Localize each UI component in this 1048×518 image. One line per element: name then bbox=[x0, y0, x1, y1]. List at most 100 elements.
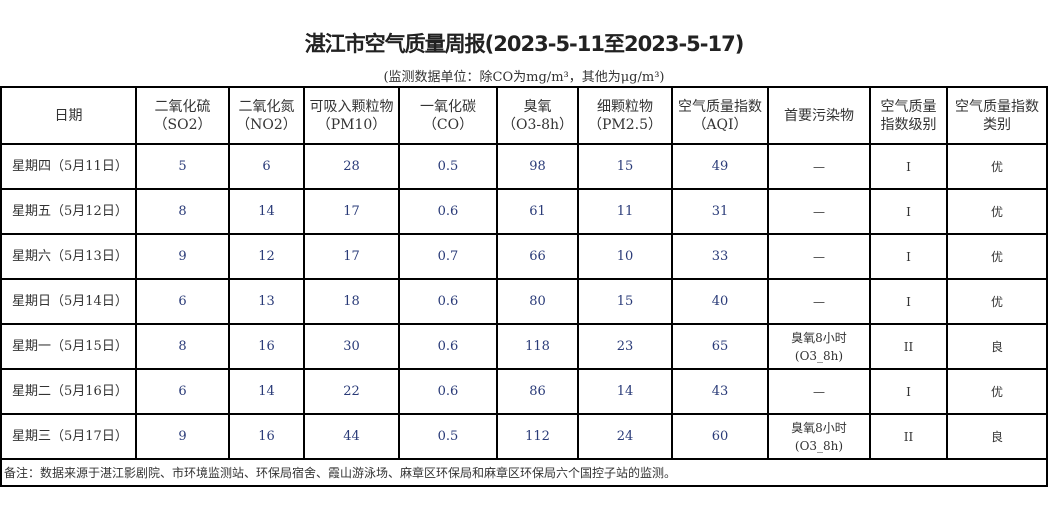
table-cell: 80 bbox=[496, 278, 579, 325]
column-header: 一氧化碳 （CO） bbox=[398, 86, 498, 145]
table-cell: 65 bbox=[671, 323, 769, 370]
table-cell: I bbox=[869, 233, 948, 280]
header-line: 一氧化碳 bbox=[420, 98, 476, 115]
column-header: 可吸入颗粒物 （PM10） bbox=[303, 86, 400, 145]
table-cell: 23 bbox=[577, 323, 673, 370]
table-cell: 0.7 bbox=[398, 233, 498, 280]
header-line: （CO） bbox=[422, 116, 474, 133]
pollutant-name: 臭氧8小时 bbox=[791, 330, 847, 345]
primary-pollutant-cell: — bbox=[767, 278, 871, 325]
column-header: 日期 bbox=[0, 86, 137, 145]
table-cell: 112 bbox=[496, 413, 579, 460]
table-cell: 0.5 bbox=[398, 413, 498, 460]
table-cell: II bbox=[869, 413, 948, 460]
table-cell: 40 bbox=[671, 278, 769, 325]
table-cell: 星期六（5月13日） bbox=[0, 233, 137, 280]
table-cell: 5 bbox=[135, 143, 230, 190]
table-cell: 8 bbox=[135, 323, 230, 370]
table-cell: I bbox=[869, 188, 948, 235]
table-cell: 星期五（5月12日） bbox=[0, 188, 137, 235]
header-line: （NO2） bbox=[236, 116, 297, 133]
table-cell: 14 bbox=[577, 368, 673, 415]
table-cell: 8 bbox=[135, 188, 230, 235]
table-cell: 30 bbox=[303, 323, 400, 370]
table-cell: 24 bbox=[577, 413, 673, 460]
column-header: 臭氧 （O3-8h） bbox=[496, 86, 579, 145]
table-cell: 43 bbox=[671, 368, 769, 415]
table-cell: 优 bbox=[946, 233, 1048, 280]
unit-note: (监测数据单位：除CO为mg/m³，其他为μg/m³) bbox=[383, 70, 665, 85]
table-cell: 44 bbox=[303, 413, 400, 460]
table-cell: 优 bbox=[946, 278, 1048, 325]
table-cell: 49 bbox=[671, 143, 769, 190]
table-row: 星期五（5月12日） 8 14 17 0.6 61 11 31 — I 优 bbox=[0, 188, 1048, 235]
primary-pollutant-cell: — bbox=[767, 188, 871, 235]
table-cell: 66 bbox=[496, 233, 579, 280]
table-cell: I bbox=[869, 368, 948, 415]
table-cell: I bbox=[869, 143, 948, 190]
table-cell: 6 bbox=[135, 368, 230, 415]
table-cell: 0.6 bbox=[398, 323, 498, 370]
table-cell: 18 bbox=[303, 278, 400, 325]
header-line: 空气质量指数 bbox=[955, 98, 1039, 115]
table-cell: 22 bbox=[303, 368, 400, 415]
header-line: 臭氧 bbox=[523, 98, 552, 115]
table-row: 星期一（5月15日） 8 16 30 0.6 118 23 65 臭氧8小时 (O3_8h) II 良 bbox=[0, 323, 1048, 370]
table-cell: 9 bbox=[135, 413, 230, 460]
header-line: （PM2.5） bbox=[587, 116, 663, 133]
table-row: 星期六（5月13日） 9 12 17 0.7 66 10 33 — I 优 bbox=[0, 233, 1048, 280]
header-line: 类别 bbox=[983, 116, 1011, 133]
table-cell: 9 bbox=[135, 233, 230, 280]
primary-pollutant-cell: 臭氧8小时 (O3_8h) bbox=[767, 323, 871, 370]
table-cell: II bbox=[869, 323, 948, 370]
table-cell: 28 bbox=[303, 143, 400, 190]
table-cell: 6 bbox=[228, 143, 305, 190]
table-row: 星期日（5月14日） 6 13 18 0.6 80 15 40 — I 优 bbox=[0, 278, 1048, 325]
header-line: 二氧化硫 bbox=[154, 98, 211, 115]
table-cell: 星期二（5月16日） bbox=[0, 368, 137, 415]
header-line: （O3-8h） bbox=[501, 116, 574, 133]
column-header: 二氧化氮 （NO2） bbox=[228, 86, 305, 145]
table-cell: 60 bbox=[671, 413, 769, 460]
primary-pollutant-cell: — bbox=[767, 143, 871, 190]
pollutant-code: (O3_8h) bbox=[794, 438, 844, 453]
pollutant-name: — bbox=[813, 294, 825, 309]
header-line: 日期 bbox=[54, 107, 83, 124]
table-cell: 118 bbox=[496, 323, 579, 370]
pollutant-name: — bbox=[813, 159, 825, 174]
table-cell: 0.6 bbox=[398, 188, 498, 235]
column-header: 空气质量 指数级别 bbox=[869, 86, 948, 145]
table-cell: 17 bbox=[303, 233, 400, 280]
table-cell: 15 bbox=[577, 278, 673, 325]
table-cell: 6 bbox=[135, 278, 230, 325]
table-cell: 14 bbox=[228, 368, 305, 415]
header-line: 可吸入颗粒物 bbox=[309, 98, 394, 115]
table-cell: 良 bbox=[946, 413, 1048, 460]
table-cell: I bbox=[869, 278, 948, 325]
page-title: 湛江市空气质量周报(2023-5-11至2023-5-17) bbox=[304, 32, 745, 56]
table-cell: 0.6 bbox=[398, 368, 498, 415]
column-header: 空气质量指数 类别 bbox=[946, 86, 1048, 145]
pollutant-name: 臭氧8小时 bbox=[791, 420, 847, 435]
header-line: （PM10） bbox=[316, 116, 387, 133]
table-cell: 12 bbox=[228, 233, 305, 280]
column-header: 首要污染物 bbox=[767, 86, 871, 145]
table-cell: 优 bbox=[946, 143, 1048, 190]
table-row: 星期四（5月11日） 5 6 28 0.5 98 15 49 — I 优 bbox=[0, 143, 1048, 190]
air-quality-table: 日期 二氧化硫 （SO2） 二氧化氮 （NO2） 可吸入颗粒物 （PM10） 一氧化碳 （CO）… bbox=[0, 86, 1048, 487]
table-row: 星期二（5月16日） 6 14 22 0.6 86 14 43— I 优 bbox=[0, 368, 1048, 415]
table-cell: 13 bbox=[228, 278, 305, 325]
table-cell: 优 bbox=[946, 368, 1048, 415]
pollutant-code: (O3_8h) bbox=[794, 348, 844, 363]
pollutant-name: — bbox=[813, 249, 825, 264]
pollutant-name: — bbox=[813, 204, 825, 219]
table-cell: 星期三（5月17日） bbox=[0, 413, 137, 460]
header-line: 首要污染物 bbox=[784, 107, 854, 124]
table-cell: 98 bbox=[496, 143, 579, 190]
primary-pollutant-cell: — bbox=[767, 368, 871, 415]
table-cell: 0.6 bbox=[398, 278, 498, 325]
table-cell: 0.5 bbox=[398, 143, 498, 190]
table-cell: 33 bbox=[671, 233, 769, 280]
table-cell: 11 bbox=[577, 188, 673, 235]
table-cell: 16 bbox=[228, 413, 305, 460]
